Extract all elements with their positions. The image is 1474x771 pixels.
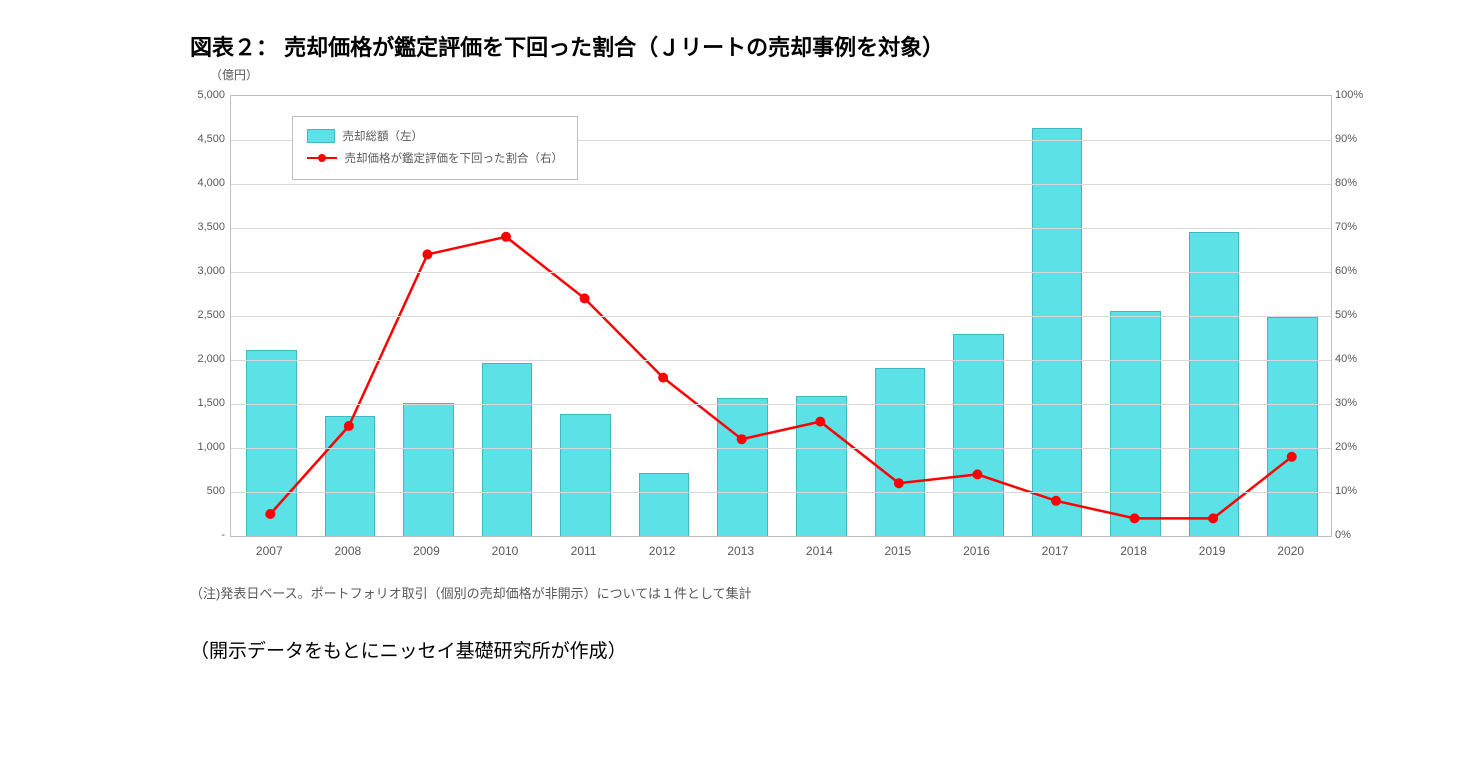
y-left-tick: 3,000: [170, 265, 225, 277]
y-axis-right-labels: 0%10%20%30%40%50%60%70%80%90%100%: [1335, 95, 1385, 535]
x-tick: 2019: [1199, 544, 1226, 558]
line-marker: [1051, 496, 1061, 506]
legend-item-bars: 売却総額（左）: [307, 125, 564, 147]
y-left-tick: 3,500: [170, 221, 225, 233]
y-left-tick: 5,000: [170, 89, 225, 101]
x-tick: 2011: [571, 544, 597, 558]
x-tick: 2018: [1120, 544, 1147, 558]
y-left-tick: -: [170, 529, 225, 541]
legend-item-line: 売却価格が鑑定評価を下回った割合（右）: [307, 147, 564, 169]
x-tick: 2009: [413, 544, 440, 558]
line-marker: [737, 434, 747, 444]
legend: 売却総額（左） 売却価格が鑑定評価を下回った割合（右）: [292, 116, 579, 180]
x-tick: 2015: [884, 544, 911, 558]
chart-title: 図表２： 売却価格が鑑定評価を下回った割合（Ｊリートの売却事例を対象）: [190, 30, 1434, 62]
legend-label: 売却価格が鑑定評価を下回った割合（右）: [345, 150, 564, 166]
y-axis-left-labels: -5001,0001,5002,0002,5003,0003,5004,0004…: [170, 95, 225, 535]
y-left-tick: 2,500: [170, 309, 225, 321]
y-right-tick: 70%: [1335, 221, 1385, 233]
x-tick: 2014: [806, 544, 833, 558]
x-tick: 2016: [963, 544, 990, 558]
x-tick: 2010: [492, 544, 519, 558]
y-left-tick: 1,500: [170, 397, 225, 409]
chart-container: - 500 1,000 1,500 2,000 2,500 3,000 3,500 4,000 4…: [170, 85, 1390, 575]
y-right-tick: 0%: [1335, 529, 1385, 541]
x-tick: 2020: [1277, 544, 1304, 558]
chart-source: （開示データをもとにニッセイ基礎研究所が作成）: [190, 636, 1434, 663]
chart-footnote: （注)発表日ベース。ポートフォリオ取引（個別の売却価格が非開示）については１件と…: [190, 583, 1434, 602]
legend-swatch-line-icon: [307, 157, 337, 159]
y-right-tick: 50%: [1335, 309, 1385, 321]
plot-area: 売却総額（左） 売却価格が鑑定評価を下回った割合（右）: [230, 95, 1332, 537]
y-right-tick: 90%: [1335, 133, 1385, 145]
y-right-tick: 80%: [1335, 177, 1385, 189]
legend-swatch-bar-icon: [307, 129, 335, 143]
x-tick: 2013: [727, 544, 754, 558]
y-axis-unit: （億円）: [210, 66, 1434, 83]
line-marker: [1208, 513, 1218, 523]
y-left-tick: 4,000: [170, 177, 225, 189]
x-axis-labels: 2007 2008 2009 2010 2011 2012 2013 2014 2015 2016…: [230, 540, 1330, 565]
x-tick: 2017: [1042, 544, 1069, 558]
line-marker: [422, 249, 432, 259]
line-marker: [894, 478, 904, 488]
line-series: [270, 237, 1291, 519]
line-marker: [658, 373, 668, 383]
y-right-tick: 10%: [1335, 485, 1385, 497]
line-marker: [815, 417, 825, 427]
line-marker: [580, 293, 590, 303]
legend-label: 売却総額（左）: [343, 128, 424, 144]
line-marker: [501, 232, 511, 242]
y-right-tick: 40%: [1335, 353, 1385, 365]
y-right-tick: 100%: [1335, 89, 1385, 101]
y-right-tick: 30%: [1335, 397, 1385, 409]
y-right-tick: 20%: [1335, 441, 1385, 453]
line-marker: [344, 421, 354, 431]
y-left-tick: 2,000: [170, 353, 225, 365]
line-marker: [1287, 452, 1297, 462]
line-marker: [972, 469, 982, 479]
x-tick: 2007: [256, 544, 283, 558]
y-left-tick: 4,500: [170, 133, 225, 145]
line-marker: [265, 509, 275, 519]
y-left-tick: 500: [170, 485, 225, 497]
y-right-tick: 60%: [1335, 265, 1385, 277]
x-tick: 2012: [649, 544, 676, 558]
line-marker: [1130, 513, 1140, 523]
y-left-tick: 1,000: [170, 441, 225, 453]
x-tick: 2008: [334, 544, 361, 558]
